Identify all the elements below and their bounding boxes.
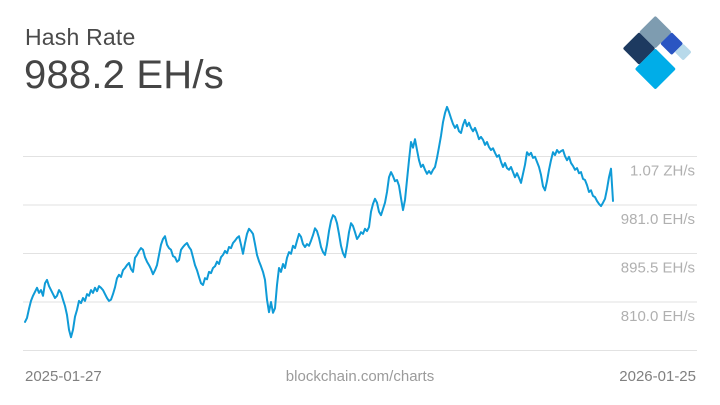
y-axis-label: 981.0 EH/s	[621, 211, 695, 228]
logo-royal-square	[660, 32, 683, 55]
y-axis-label: 895.5 EH/s	[621, 260, 695, 277]
logo-navy-square	[623, 32, 655, 65]
logo-slate-square	[639, 16, 671, 48]
x-axis-start-date: 2025-01-27	[25, 368, 102, 385]
logo-cyan-square	[635, 49, 676, 89]
watermark-text: blockchain.com/charts	[285, 368, 435, 385]
current-hashrate-value: 988.2 EH/s	[24, 53, 224, 97]
logo-light-square	[675, 44, 691, 60]
blockchain-logo	[623, 16, 691, 89]
x-axis-end-date: 2026-01-25	[619, 368, 696, 385]
chart-title: Hash Rate	[25, 24, 136, 50]
y-axis-label: 1.07 ZH/s	[630, 163, 695, 180]
hashrate-line	[24, 105, 614, 339]
y-axis-label: 810.0 EH/s	[621, 308, 695, 325]
